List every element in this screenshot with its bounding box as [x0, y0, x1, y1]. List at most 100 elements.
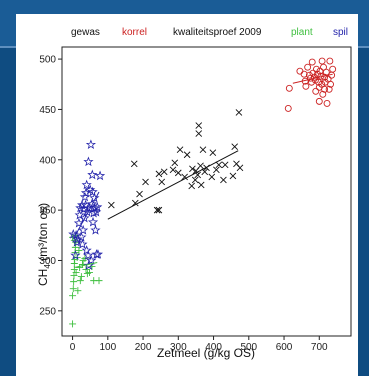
korrel-point: [318, 80, 326, 88]
gewas-point: [189, 165, 196, 173]
gewas-point: [153, 206, 161, 214]
plant-trend-line: [74, 262, 98, 269]
korrel-point: [309, 69, 317, 77]
plant-point: [69, 320, 77, 328]
korrel-point: [285, 84, 293, 92]
spil-point: [85, 139, 96, 149]
plant-point: [70, 278, 78, 286]
korrel-point: [319, 90, 327, 98]
y-axis-label: CH4 (m³/ton os): [36, 203, 52, 286]
x-tick-label: 100: [99, 342, 116, 353]
trend-lines: [74, 73, 333, 269]
plant-point: [74, 287, 82, 295]
spil-point: [72, 233, 83, 244]
x-tick-label: 300: [170, 342, 187, 353]
gewas-point: [191, 176, 199, 184]
legend-plant: plant: [291, 27, 313, 38]
spil-point: [94, 170, 106, 181]
korrel-point: [284, 104, 292, 112]
gewas-point: [155, 170, 163, 178]
plant-point: [69, 292, 77, 300]
gewas-point: [108, 201, 115, 209]
spil-point: [76, 231, 87, 242]
plant-point: [85, 269, 93, 277]
legend: gewas korrel kwaliteitsproef 2009 plant …: [71, 27, 348, 38]
spil-point: [81, 179, 92, 190]
plant-point: [95, 277, 103, 285]
x-tick-label: 600: [276, 342, 293, 353]
plant-point: [81, 254, 89, 262]
gewas-point: [220, 176, 227, 184]
gewas-point: [231, 143, 239, 151]
spil-point: [79, 212, 90, 223]
korrel-point: [321, 85, 329, 93]
y-tick-label: 300: [39, 256, 56, 267]
gewas-point: [131, 199, 139, 207]
gewas-point: [169, 166, 177, 174]
y-axis-label-sub: 4: [43, 264, 52, 269]
plant-point: [75, 246, 83, 254]
gewas-trend-line: [107, 150, 239, 220]
plant-point: [72, 269, 80, 277]
korrel-point: [302, 82, 310, 90]
gewas-point: [130, 160, 138, 168]
y-tick-label: 400: [39, 155, 56, 166]
spil-point: [92, 201, 103, 212]
data-marks: [68, 57, 337, 328]
gewas-point: [235, 109, 243, 116]
spil-point: [83, 250, 94, 260]
gewas-point: [171, 159, 179, 167]
korrel-point: [312, 87, 320, 95]
spil-point: [71, 229, 82, 240]
legend-spil: spil: [333, 27, 348, 38]
spil-point: [81, 245, 92, 255]
korrel-point: [304, 63, 312, 71]
y-axis-label-main: CH: [36, 269, 50, 286]
legend-korrel: korrel: [122, 27, 147, 38]
korrel-point: [296, 67, 304, 75]
spil-point: [87, 216, 99, 227]
plot-area: [61, 46, 352, 337]
gewas-point: [221, 161, 229, 169]
korrel-point: [320, 63, 327, 71]
spil-point: [87, 186, 98, 197]
korrel-point: [323, 99, 331, 107]
x-axis-label: Zetmeel (g/kg OS): [157, 346, 255, 360]
gewas-point: [215, 161, 223, 169]
gewas-point: [176, 146, 184, 154]
y-tick-label: 450: [39, 105, 56, 116]
korrel-point: [316, 67, 324, 75]
korrel-point: [326, 57, 334, 65]
plant-point: [69, 285, 77, 293]
korrel-point: [329, 65, 337, 73]
gewas-point: [209, 149, 217, 157]
y-axis-label-rest: (m³/ton os): [36, 203, 50, 264]
gewas-point: [213, 166, 220, 174]
spil-point: [91, 206, 102, 217]
spil-point: [80, 187, 92, 198]
gewas-point: [181, 173, 188, 181]
scatter-chart: gewas korrel kwaliteitsproef 2009 plant …: [36, 27, 352, 360]
gewas-point: [188, 182, 196, 190]
gewas-point: [199, 146, 207, 154]
korrel-trend-line: [292, 73, 333, 84]
spil-point: [77, 239, 88, 249]
plant-point: [76, 264, 84, 272]
gewas-point: [195, 122, 203, 129]
y-tick-label: 350: [39, 206, 56, 217]
gewas-point: [208, 173, 216, 181]
korrel-point: [308, 58, 316, 66]
korrel-point: [327, 80, 335, 88]
gewas-point: [174, 169, 182, 177]
gewas-point: [155, 206, 163, 214]
x-tick-label: 700: [311, 342, 328, 353]
korrel-point: [325, 85, 333, 93]
korrel-point: [300, 70, 308, 78]
legend-gewas: gewas: [71, 27, 100, 38]
gewas-point: [195, 130, 203, 137]
gewas-point: [229, 172, 237, 180]
spil-point: [87, 169, 98, 180]
gewas-point: [197, 181, 205, 189]
x-tick-label: 400: [205, 342, 222, 353]
gewas-point: [236, 164, 244, 172]
